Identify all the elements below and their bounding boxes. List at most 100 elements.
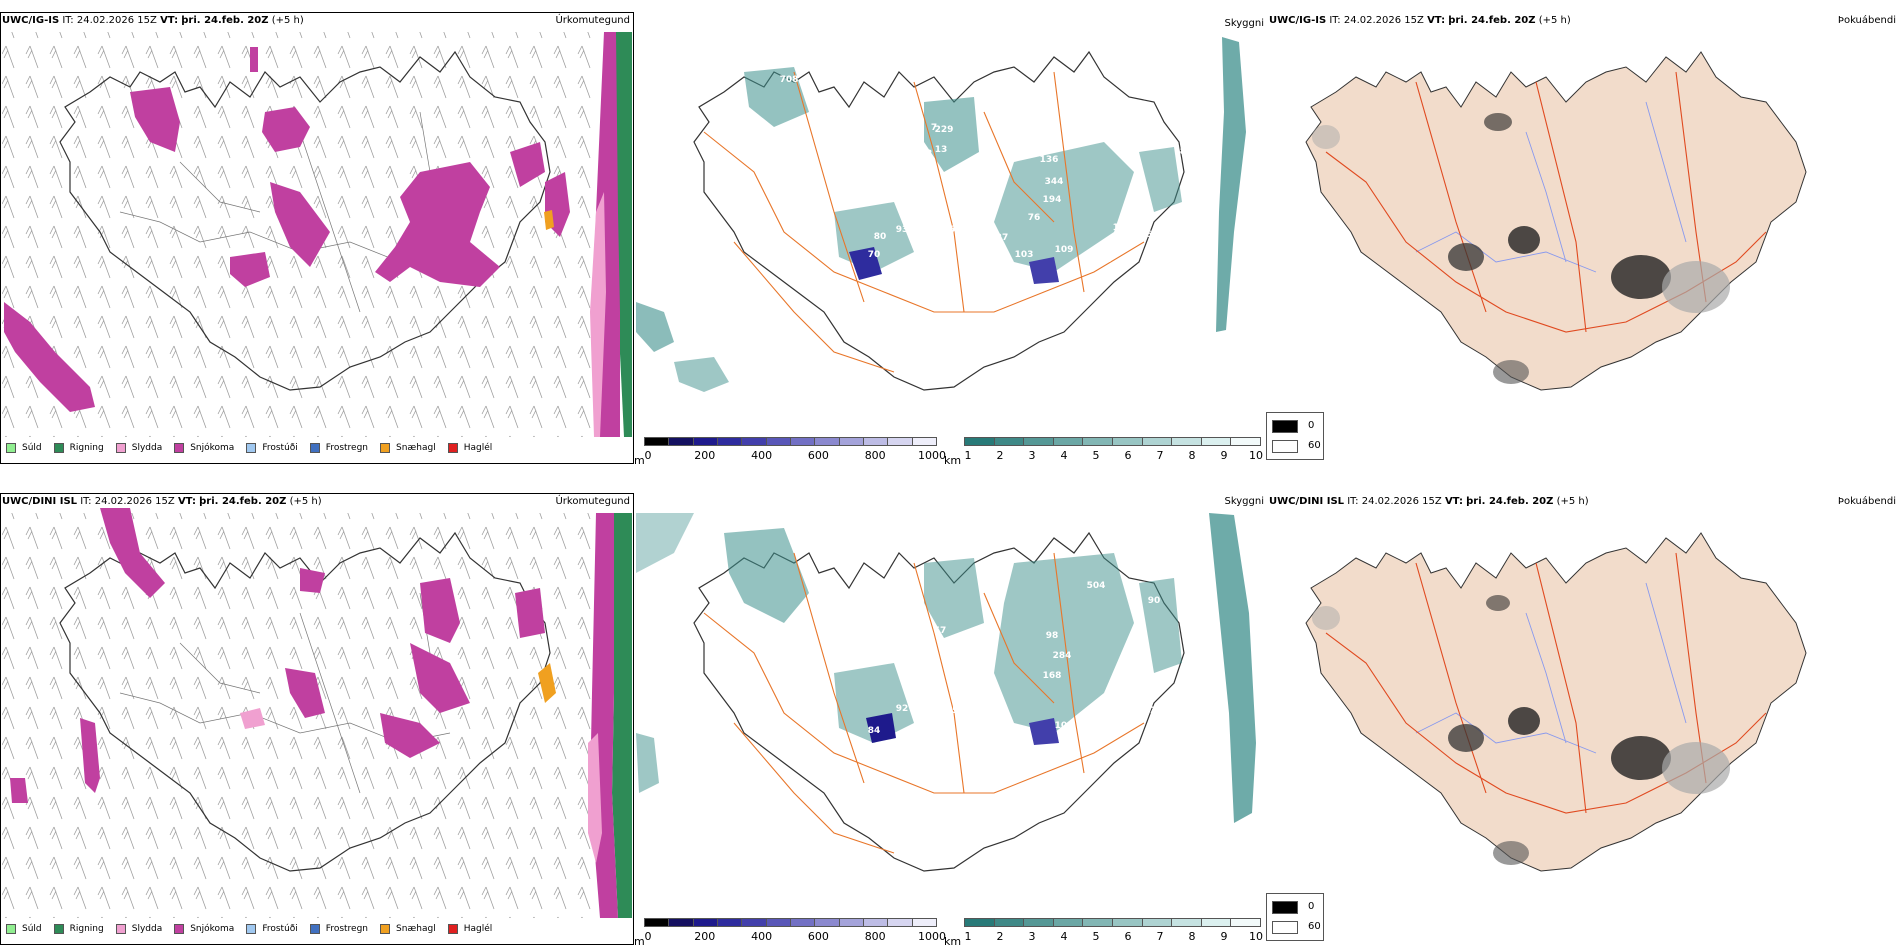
vt-value: þri. 24.feb. 20Z [1466,496,1554,507]
lead-offset: (+5 h) [289,496,322,507]
snow-area [270,182,330,267]
rivers [1415,101,1687,273]
fog-legend-low: 60 [1308,440,1321,451]
snow-area [100,508,165,598]
visibility-panel-2: Skyggni 504 90 98 284 168 192 457 158 280 109 99 35… [634,493,1266,945]
it-value: 24.02.2026 15Z [1343,15,1424,26]
legend-item-sleet: Slydda [115,443,162,453]
visibility-colorbar-1: km 1 2 3 4 5 6 7 8 9 10 [944,437,1264,464]
ceiling-label: 84 [868,726,881,736]
fog-dark-spot [1611,255,1671,299]
colorbar-tick-label: 8 [1188,930,1196,943]
colorbar-segment [814,437,840,446]
precip-legend: Súld Rigning Slydda Snjókoma Frostúði Fr… [6,443,504,453]
ceiling-label: 22 [928,255,941,265]
ceiling-unit: m [634,454,645,464]
snow-area [510,142,545,187]
teal-offshore [674,357,729,392]
ceiling-label: 708 [780,75,799,85]
colorbar-segment [911,918,937,927]
visibility-unit: km [944,935,962,945]
teal-offshore [636,513,694,573]
ice-pellets [544,210,554,230]
ceiling-label: 192 [1107,696,1126,706]
colorbar-segment [1171,918,1202,927]
it-value: 24.02.2026 15Z [1361,496,1442,507]
roads [119,111,451,313]
precip-panel-2: UWC/DINI ISL IT: 24.02.2026 15Z VT: þri.… [0,493,634,945]
lead-offset: (+5 h) [1556,496,1589,507]
roads [1325,552,1767,814]
teal-fog-area [834,663,914,743]
colorbar-segment [993,918,1025,927]
colorbar-tick-label: 1000 [918,930,946,943]
fog-dark-spot [1508,226,1540,254]
visibility-unit: km [944,454,962,464]
colorbar-segment [1023,918,1054,927]
colorbar-segment [863,918,889,927]
colorbar-tick-label: 10 [1249,930,1263,943]
fog-dark-spot [1611,736,1671,780]
colorbar-tick-label: 0 [644,930,652,943]
fog-legend-1: 0 60 [1266,412,1324,460]
ceiling-label: 80 [874,232,887,242]
panel-header: UWC/IG-IS IT: 24.02.2026 15Z VT: þri. 24… [2,15,304,26]
colorbar-segment [1141,918,1173,927]
legend-swatch [115,443,126,453]
legend-item-drizzle: Súld [6,924,42,934]
fog-dark-spot [1493,841,1529,865]
visibility-colorbar-2: km 1 2 3 4 5 6 7 8 9 10 [944,918,1264,945]
colorbar-tick-label: 800 [864,930,886,943]
east-rain-strip [612,513,632,918]
colorbar-tick-label: 1 [964,449,972,462]
colorbar-tick-label: 400 [751,930,773,943]
snow-area [4,302,95,412]
ceiling-label: 136 [1040,155,1059,165]
legend-swatch [174,924,185,934]
colorbar-segment [1230,918,1261,927]
colorbar-segment [1082,918,1113,927]
colorbar-tick-label: 2 [996,930,1004,943]
low-ceiling-area [1029,718,1059,745]
model-name: UWC/IG-IS [2,15,60,26]
legend-swatch [246,924,257,934]
colorbar-tick-label: 6 [1124,930,1132,943]
teal-offshore [636,302,674,352]
ceiling-label: 62 [1146,230,1159,240]
legend-item-rain: Rigning [53,443,104,453]
fog-dark-spot [1662,742,1730,794]
colorbar-segment [1082,437,1113,446]
colorbar-segment [790,437,816,446]
legend-item-freezing-drizzle: Frostúði [246,924,298,934]
colorbar-segment [887,437,913,446]
legend-item-hail: Haglél [447,924,492,934]
fog-legend-low-swatch [1272,440,1298,453]
colorbar-tick-label: 3 [1028,449,1036,462]
vt-label: VT: [1427,15,1446,26]
snow-area [380,713,440,758]
colorbar-tick-label: 10 [1249,449,1263,462]
snow-area [80,718,100,793]
fog-dark-spot [1508,707,1540,735]
legend-item-freezing-rain: Frostregn [309,443,368,453]
colorbar-segment [668,437,694,446]
colorbar-segment [1052,918,1084,927]
iceland-outline [693,50,1185,391]
colorbar-tick-label: 9 [1220,449,1228,462]
colorbar-segment [1023,437,1054,446]
snow-area [410,643,470,713]
vt-label: VT: [1444,496,1463,507]
fog-panel-1: UWC/IG-IS IT: 24.02.2026 15Z VT: þri. 24… [1266,12,1900,464]
legend-item-hail: Haglél [447,443,492,453]
colorbar-tick-label: 4 [1060,449,1068,462]
lead-offset: (+5 h) [271,15,304,26]
vt-value: þri. 24.feb. 20Z [199,496,287,507]
panel-title-fog: Þokuábendi [1837,496,1896,507]
snow-area [285,668,325,718]
fog-dark-spot [1312,606,1340,630]
precip-map [2,508,632,918]
fog-panel-2: UWC/DINI ISL IT: 24.02.2026 15Z VT: þri.… [1266,493,1900,945]
colorbar-segment [993,437,1025,446]
